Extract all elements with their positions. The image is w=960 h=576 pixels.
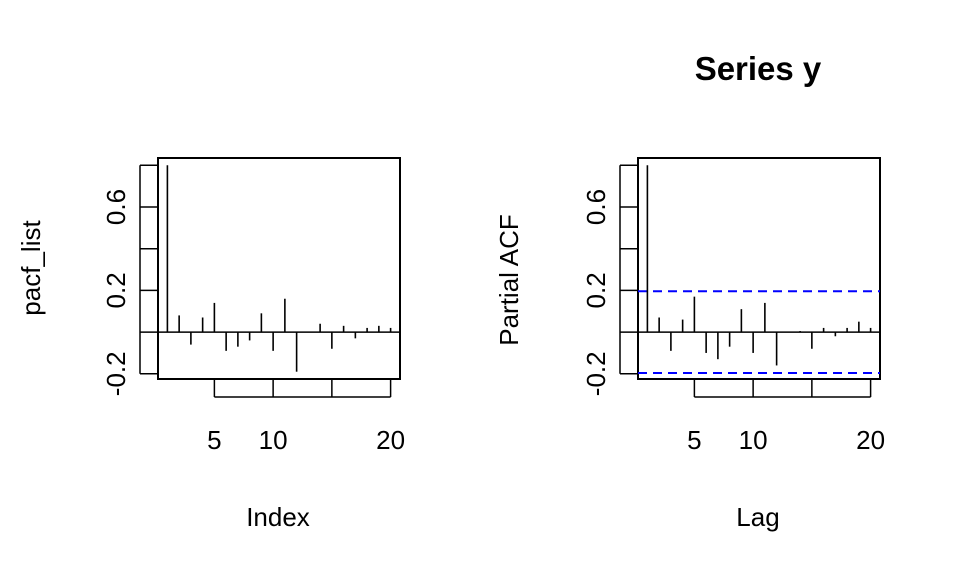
pacf-panel: Index pacf_list -0.2 0.2 0.6 5 10 20 [16, 157, 405, 532]
x-tick-label: 5 [207, 425, 221, 455]
y-tick-label: 0.2 [581, 272, 611, 308]
x-tick-label: 20 [376, 425, 405, 455]
x-tick-label: 5 [687, 425, 701, 455]
y-tick-label: 0.2 [101, 272, 131, 308]
plot-frame [157, 157, 401, 380]
y-axis-title: Partial ACF [494, 214, 524, 346]
y-tick-label: 0.6 [101, 189, 131, 225]
x-tick-label: 10 [739, 425, 768, 455]
y-tick-label: 0.6 [581, 189, 611, 225]
chart-title: Series y [695, 50, 822, 87]
x-tick-label: 20 [856, 425, 885, 455]
y-axis-title: pacf_list [16, 220, 46, 316]
plot-frame [637, 157, 881, 380]
y-tick-label: -0.2 [581, 351, 611, 396]
x-axis-title: Lag [736, 502, 779, 532]
x-tick-label: 10 [259, 425, 288, 455]
pacf-series-y-panel: Series y Lag Partial ACF -0.2 0.2 0.6 5 10 20 [494, 50, 885, 532]
y-tick-label: -0.2 [101, 351, 131, 396]
x-axis-title: Index [246, 502, 310, 532]
